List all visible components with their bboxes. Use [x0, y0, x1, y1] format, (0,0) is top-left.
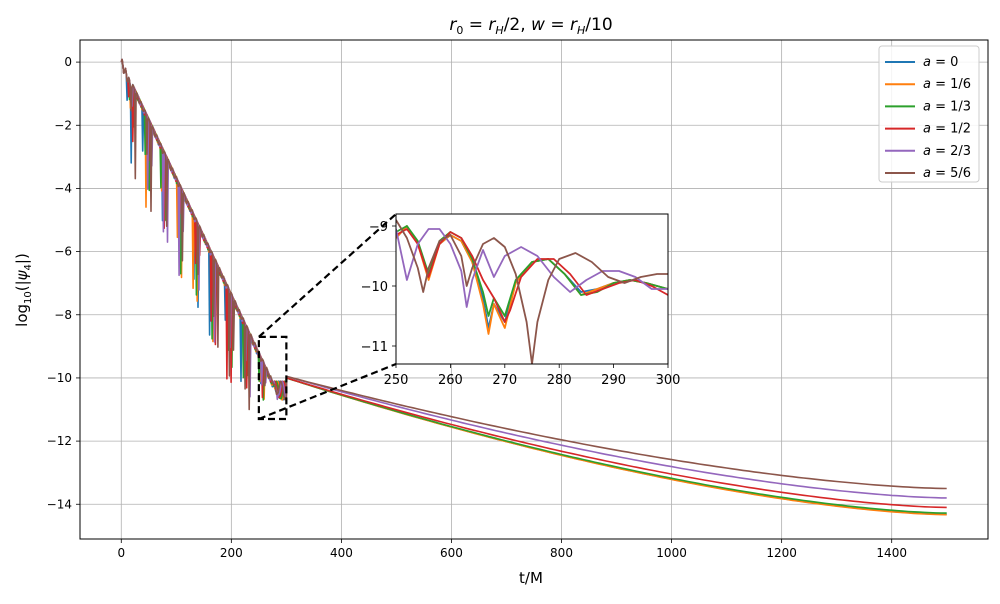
y-tick-label: −4 [54, 181, 72, 195]
inset-background [396, 214, 668, 364]
main-series [120, 58, 947, 516]
inset-series-line-2-3 [396, 228, 668, 308]
legend-box [878, 45, 980, 183]
x-tick-label: 400 [330, 546, 353, 560]
y-tick-label: −12 [47, 434, 72, 448]
chart-title: r0 = rH/2, w = rH/10 [449, 15, 612, 37]
y-tick-label: −10 [47, 371, 72, 385]
inset-series-line-5-6 [396, 219, 668, 364]
y-tick-label: −14 [47, 497, 72, 511]
inset-y-tick-label: −11 [361, 340, 388, 355]
y-tick-label: −2 [54, 118, 72, 132]
main-axes-frame [79, 39, 989, 540]
inset-x-tick-label: 270 [492, 373, 517, 388]
inset-frame [395, 213, 669, 365]
inset-x-tick-label: 260 [438, 373, 463, 388]
inset-x-tick-label: 290 [601, 373, 626, 388]
inset-x-tick-label: 280 [547, 373, 572, 388]
y-tick-label: −6 [54, 245, 72, 259]
series-line-5-6 [120, 58, 947, 490]
x-tick-label: 800 [550, 546, 573, 560]
zoom-connector-top [258, 213, 397, 338]
legend-label-5-6: a = 5/6 [923, 166, 971, 181]
y-tick-label: −8 [54, 308, 72, 322]
legend-label-2-3: a = 2/3 [923, 144, 971, 159]
x-tick-label: 1200 [766, 546, 797, 560]
inset-series-line-1-2 [396, 228, 668, 323]
legend-label-0: a = 0 [923, 55, 958, 70]
inset-x-tick-label: 300 [656, 373, 681, 388]
inset-axes: 250 260 270 280 290 300 −9 −10 −11 [361, 213, 681, 388]
y-axis-label: log10(|ψ4|) [13, 253, 34, 327]
x-tick-label: 1400 [876, 546, 907, 560]
main-ticks: 0 200 400 600 800 1000 1200 1400 0 −2 −4 −6 −8 −10 −12… [47, 55, 907, 560]
legend: a = 0 a = 1/6 a = 1/3 a = 1/2 a = 2/3 a = 5/6 [878, 45, 980, 183]
y-tick-label: 0 [64, 55, 72, 69]
inset-series [396, 219, 668, 364]
zoom-indicator [257, 213, 397, 421]
legend-label-1-2: a = 1/2 [923, 122, 971, 137]
zoom-connector-bottom [258, 362, 397, 421]
inset-y-tick-label: −9 [369, 220, 388, 235]
inset-y-tick-label: −10 [361, 280, 388, 295]
legend-label-1-6: a = 1/6 [923, 77, 971, 92]
x-tick-label: 0 [117, 546, 125, 560]
x-tick-label: 1000 [656, 546, 687, 560]
inset-ticks: 250 260 270 280 290 300 −9 −10 −11 [361, 220, 681, 388]
legend-label-1-3: a = 1/3 [923, 99, 971, 114]
x-axis-label: t/M [519, 569, 543, 587]
x-tick-label: 600 [440, 546, 463, 560]
x-tick-label: 200 [220, 546, 243, 560]
inset-x-tick-label: 250 [384, 373, 409, 388]
zoom-box [257, 335, 288, 421]
